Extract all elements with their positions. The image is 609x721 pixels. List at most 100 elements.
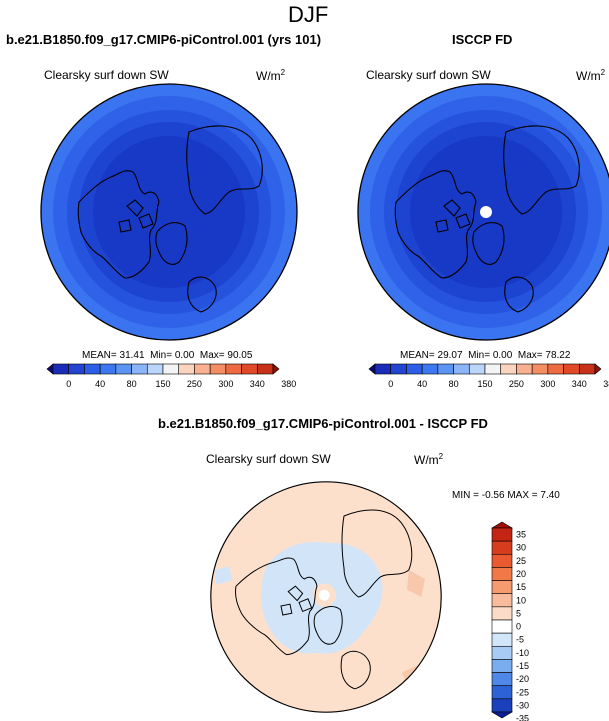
left-colorbar-box-13 (241, 363, 258, 375)
left-colorbar-tick-0: 0 (66, 379, 71, 389)
right-colorbar-box-4 (421, 363, 439, 375)
diff-coast-archipelago (280, 585, 313, 616)
diff-colorbar-tick-13: -30 (516, 700, 529, 710)
right-units-exp: 2 (600, 68, 606, 77)
left-polar-map (40, 83, 298, 341)
right-coast-eurasia (503, 125, 580, 215)
right-colorbar-tick-3: 150 (477, 379, 492, 389)
diff-negative-patch-west (214, 566, 233, 585)
left-colorbar-tick-6: 340 (250, 379, 265, 389)
right-colorbar-tick-1: 40 (417, 379, 427, 389)
right-colorbar-box-1 (374, 363, 392, 375)
diff-coast-scandinavia (340, 650, 371, 690)
right-colorbar-box-8 (484, 363, 502, 375)
right-colorbar-box-9 (500, 363, 517, 375)
diff-colorbar-box-4 (491, 567, 513, 581)
right-colorbar-box-0 (368, 363, 376, 375)
diff-colorbar-box-9 (491, 632, 513, 647)
right-colorbar-box-10 (516, 363, 533, 375)
left-colorbar-tick-5: 300 (218, 379, 233, 389)
left-colorbar-box-12 (225, 363, 242, 375)
diff-colorbar-box-3 (491, 553, 513, 568)
left-mean-value: 31.41 (119, 350, 145, 361)
left-units-base: W/m (256, 69, 281, 83)
right-min-label: Min= (468, 350, 491, 361)
diff-colorbar-tick-2: 25 (516, 556, 526, 566)
left-panel-title: b.e21.B1850.f09_g17.CMIP6-piControl.001 … (6, 32, 322, 47)
diff-panel-title: b.e21.B1850.f09_g17.CMIP6-piControl.001 … (158, 416, 488, 431)
diff-colorbar-box-12 (491, 672, 513, 687)
left-stats: MEAN= 31.41 Min= 0.00 Max= 90.05 (82, 350, 252, 361)
right-colorbar-box-5 (437, 363, 454, 375)
right-colorbar-tick-7: 380 (603, 379, 609, 389)
left-coastlines (77, 125, 263, 313)
diff-units-label: W/m2 (414, 452, 443, 467)
left-colorbar-box-4 (99, 363, 117, 375)
left-colorbar-box-11 (209, 363, 227, 375)
left-colorbar-box-2 (68, 363, 85, 375)
diff-colorbar-box-7 (491, 606, 513, 621)
left-colorbar: 0 40 80 150 250 300 340 380 (46, 363, 296, 389)
left-colorbar-tick-7: 380 (281, 379, 296, 389)
diff-variable-label: Clearsky surf down SW (206, 452, 331, 466)
right-coast-archipelago (435, 199, 471, 233)
diff-colorbar-box-13 (491, 685, 513, 700)
diff-max-value: 7.40 (540, 490, 560, 501)
diff-colorbar-box-15 (490, 711, 514, 719)
right-colorbar-box-11 (531, 363, 549, 375)
diff-units-exp: 2 (438, 452, 444, 461)
left-coast-archipelago (118, 199, 154, 233)
left-colorbar-box-10 (194, 363, 211, 375)
diff-colorbar-box-2 (491, 540, 513, 555)
diff-colorbar-tick-7: 0 (516, 622, 521, 632)
diff-min-label: MIN = (452, 490, 479, 501)
diff-colorbar-tick-3: 20 (516, 569, 526, 579)
left-colorbar-box-1 (52, 363, 70, 375)
diff-colorbar-tick-6: 5 (516, 608, 521, 618)
diff-colorbar-tick-1: 30 (516, 543, 526, 553)
left-colorbar-tick-1: 40 (95, 379, 105, 389)
left-colorbar-tick-3: 150 (155, 379, 170, 389)
left-max-value: 90.05 (227, 350, 253, 361)
diff-colorbar-tick-10: -15 (516, 661, 529, 671)
right-coast-scandinavia (504, 276, 534, 313)
right-colorbar-box-6 (453, 363, 470, 375)
right-coast-greenland (472, 222, 505, 265)
left-coast-scandinavia (187, 276, 217, 313)
left-coast-eurasia (186, 125, 263, 215)
right-colorbar-tick-6: 340 (572, 379, 587, 389)
diff-colorbar-tick-9: -10 (516, 648, 529, 658)
diff-colorbar-box-1 (491, 527, 513, 542)
right-coast-north-america (394, 170, 477, 279)
left-colorbar-tick-2: 80 (127, 379, 137, 389)
right-max-label: Max= (517, 350, 543, 361)
left-mean-label: MEAN= (82, 350, 117, 361)
diff-colorbar-tick-0: 35 (516, 530, 526, 540)
right-colorbar-tick-5: 300 (540, 379, 555, 389)
right-units-label: W/m2 (576, 68, 605, 83)
diff-colorbar-box-6 (491, 593, 513, 608)
left-ring-4 (93, 136, 245, 288)
right-mean-label: MEAN= (400, 350, 435, 361)
diff-units-base: W/m (414, 453, 439, 467)
left-colorbar-box-0 (46, 363, 54, 375)
left-colorbar-box-15 (272, 363, 280, 375)
right-colorbar-tick-0: 0 (388, 379, 393, 389)
diff-colorbar-tick-8: -5 (516, 635, 524, 645)
left-map-rings (41, 84, 297, 340)
diff-stats: MIN = -0.56 MAX = 7.40 (452, 490, 560, 501)
right-stats: MEAN= 29.07 Min= 0.00 Max= 78.22 (400, 350, 570, 361)
left-min-label: Min= (150, 350, 173, 361)
diff-coast-eurasia (341, 509, 413, 598)
diff-colorbar-box-10 (491, 645, 513, 660)
left-colorbar-tick-4: 250 (187, 379, 202, 389)
right-colorbar-box-15 (594, 363, 602, 375)
left-colorbar-box-9 (178, 363, 195, 375)
diff-coastlines (235, 509, 413, 690)
diff-colorbar-box-8 (491, 619, 513, 634)
right-colorbar-tick-4: 250 (509, 379, 524, 389)
diff-colorbar-tick-12: -25 (516, 687, 529, 697)
left-max-label: Max= (199, 350, 225, 361)
left-variable-label: Clearsky surf down SW (44, 68, 169, 82)
right-colorbar-box-2 (390, 363, 407, 375)
